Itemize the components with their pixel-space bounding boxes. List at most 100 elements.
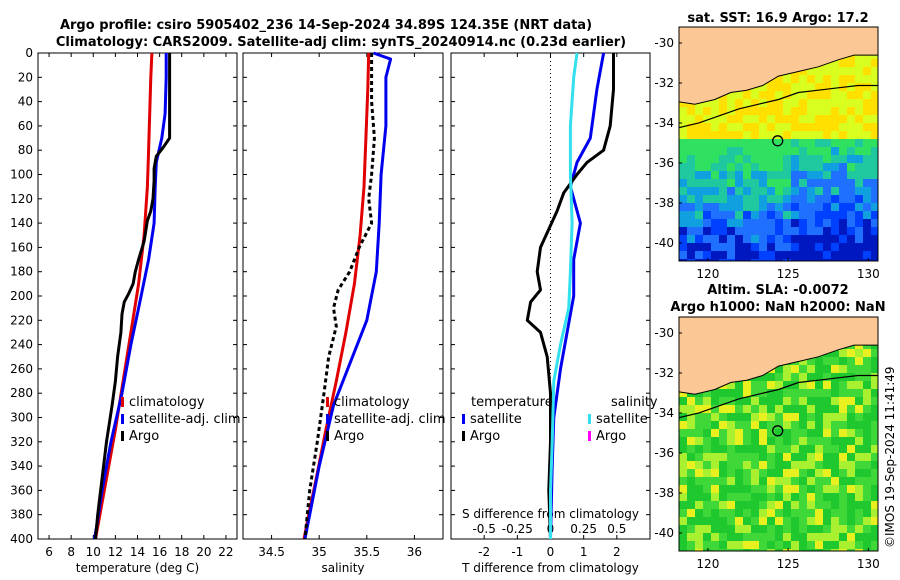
map-cell — [703, 227, 711, 235]
map-cell — [759, 517, 767, 525]
map-cell — [847, 493, 855, 501]
map-cell — [679, 203, 687, 211]
map-cell — [799, 75, 807, 83]
map-panels: -30 -32 -34 -36 -38 -40 120 125 130 sat. SST: 16.… — [654, 11, 885, 571]
map-cell — [863, 219, 871, 227]
map-cell — [767, 389, 775, 397]
map-cell — [703, 437, 711, 445]
map-cell — [695, 525, 703, 533]
map-cell — [831, 541, 839, 549]
map-cell — [727, 509, 735, 517]
map-cell — [847, 397, 855, 405]
map-cell — [791, 477, 799, 485]
series-t-argo — [525, 53, 615, 540]
map-cell — [775, 549, 783, 551]
map-cell — [799, 493, 807, 501]
map-cell — [775, 469, 783, 477]
map-cell — [767, 171, 775, 179]
map-cell — [807, 83, 815, 91]
map-cell — [863, 195, 871, 203]
map-cell — [823, 365, 831, 373]
map-cell — [815, 259, 823, 261]
map-cell — [823, 413, 831, 421]
map-cell — [823, 115, 831, 123]
map-cell — [719, 219, 727, 227]
map-cell — [831, 493, 839, 501]
map-cell — [703, 107, 711, 115]
map-cell — [791, 187, 799, 195]
map-cell — [831, 429, 839, 437]
map-cell — [831, 99, 839, 107]
map-cell — [815, 477, 823, 485]
map-cell — [695, 179, 703, 187]
x-tick-label: 34.5 — [258, 545, 285, 559]
map-cell — [711, 227, 719, 235]
map-cell — [815, 67, 823, 75]
map-cell — [871, 541, 878, 549]
map-cell — [735, 107, 743, 115]
map-cell — [735, 115, 743, 123]
map-cell — [759, 477, 767, 485]
map-cell — [679, 195, 687, 203]
x-tick-label: 36 — [407, 545, 422, 559]
map-cell — [711, 525, 719, 533]
map-cell — [839, 389, 847, 397]
map-content — [679, 27, 878, 261]
map-cell — [871, 501, 878, 509]
map-cell — [791, 525, 799, 533]
map-cell — [727, 227, 735, 235]
map-cell — [823, 501, 831, 509]
map-cell — [855, 453, 863, 461]
map-cell — [687, 139, 695, 147]
map-cell — [831, 509, 839, 517]
map-cell — [823, 123, 831, 131]
map-cell — [679, 517, 687, 525]
map-cell — [727, 485, 735, 493]
map-cell — [703, 243, 711, 251]
map-cell — [871, 445, 878, 453]
map-cell — [703, 413, 711, 421]
map-cell — [775, 75, 783, 83]
map-cell — [847, 389, 855, 397]
map-cell — [855, 251, 863, 259]
map-cell — [815, 525, 823, 533]
map-cell — [687, 533, 695, 541]
map-cell — [703, 195, 711, 203]
map-cell — [823, 83, 831, 91]
map-cell — [807, 477, 815, 485]
map-cell — [735, 195, 743, 203]
map-cell — [791, 195, 799, 203]
map-cell — [751, 219, 759, 227]
map-cell — [831, 437, 839, 445]
map-cell — [791, 517, 799, 525]
y-tick-label: 140 — [10, 216, 33, 230]
map-cell — [719, 147, 727, 155]
map-cell — [775, 211, 783, 219]
map-cell — [823, 541, 831, 549]
map-cell — [775, 461, 783, 469]
map-cell — [711, 251, 719, 259]
map-cell — [767, 373, 775, 381]
map-cell — [751, 91, 759, 99]
y-tick-label: 160 — [10, 240, 33, 254]
map-cell — [711, 533, 719, 541]
map-cell — [807, 227, 815, 235]
map-cell — [719, 405, 727, 413]
map-cell — [791, 259, 799, 261]
map-cell — [863, 533, 871, 541]
map-cell — [847, 509, 855, 517]
map-cell — [871, 259, 878, 261]
map-cell — [831, 413, 839, 421]
map-cell — [855, 123, 863, 131]
map-cell — [687, 259, 695, 261]
map-cell — [831, 389, 839, 397]
map-cell — [855, 357, 863, 365]
map-cell — [807, 187, 815, 195]
map-cell — [863, 437, 871, 445]
map-cell — [839, 485, 847, 493]
map-cell — [695, 477, 703, 485]
map-cell — [791, 533, 799, 541]
map-cell — [719, 493, 727, 501]
map-cell — [695, 501, 703, 509]
map-cell — [719, 107, 727, 115]
